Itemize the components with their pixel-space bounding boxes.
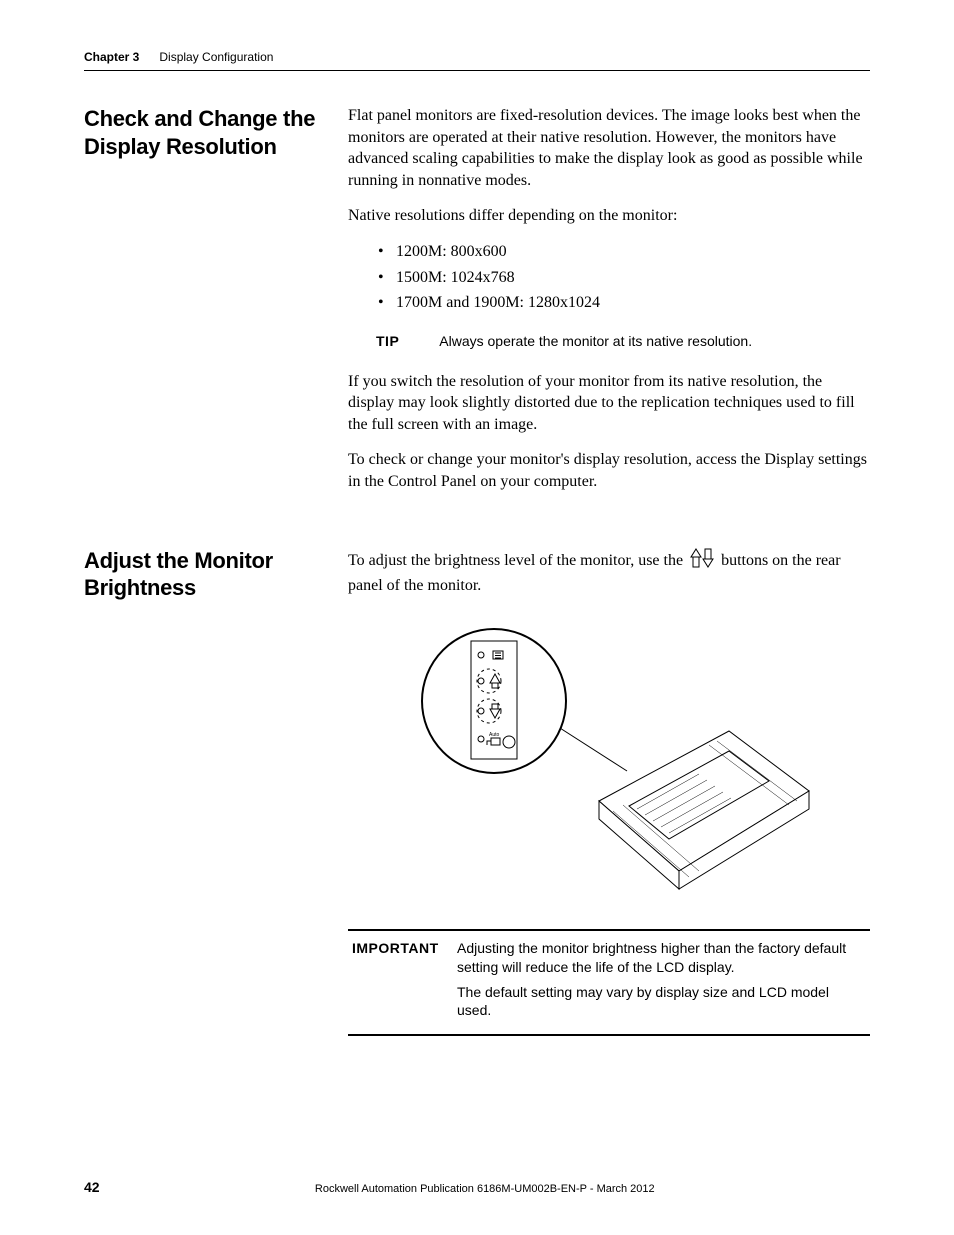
paragraph: To check or change your monitor's displa… — [348, 449, 870, 492]
paragraph: Native resolutions differ depending on t… — [348, 205, 870, 227]
list-item: 1200M: 800x600 — [378, 241, 870, 263]
important-label: IMPORTANT — [348, 930, 453, 1036]
tip-label: TIP — [376, 332, 399, 351]
paragraph: The default setting may vary by display … — [457, 983, 866, 1021]
paragraph: If you switch the resolution of your mon… — [348, 371, 870, 436]
chapter-number: Chapter 3 — [84, 50, 139, 64]
section-heading-col: Check and Change the Display Resolution — [84, 105, 318, 507]
important-callout: IMPORTANT Adjusting the monitor brightne… — [348, 929, 870, 1037]
up-down-arrow-icons — [687, 547, 717, 576]
section-body: To adjust the brightness level of the mo… — [348, 547, 870, 1037]
page-number: 42 — [84, 1179, 100, 1195]
running-header: Chapter 3 Display Configuration — [84, 50, 870, 71]
publication-line: Rockwell Automation Publication 6186M-UM… — [100, 1183, 870, 1195]
paragraph: To adjust the brightness level of the mo… — [348, 547, 870, 597]
tip-text: Always operate the monitor at its native… — [439, 332, 752, 351]
section-heading-col: Adjust the Monitor Brightness — [84, 547, 318, 1037]
section-heading: Adjust the Monitor Brightness — [84, 547, 318, 602]
section-resolution: Check and Change the Display Resolution … — [84, 105, 870, 507]
svg-text:Auto: Auto — [489, 732, 500, 738]
section-brightness: Adjust the Monitor Brightness To adjust … — [84, 547, 870, 1037]
text-span: To adjust the brightness level of the mo… — [348, 552, 687, 569]
section-heading: Check and Change the Display Resolution — [84, 105, 318, 160]
tip-callout: TIP Always operate the monitor at its na… — [376, 332, 870, 351]
section-body: Flat panel monitors are fixed-resolution… — [348, 105, 870, 507]
page-footer: 42 Rockwell Automation Publication 6186M… — [84, 1179, 870, 1195]
page: Chapter 3 Display Configuration Check an… — [0, 0, 954, 1235]
resolution-list: 1200M: 800x600 1500M: 1024x768 1700M and… — [378, 241, 870, 314]
list-item: 1700M and 1900M: 1280x1024 — [378, 292, 870, 314]
list-item: 1500M: 1024x768 — [378, 267, 870, 289]
chapter-title: Display Configuration — [159, 50, 273, 64]
figure-svg: Auto — [399, 611, 819, 911]
important-text: Adjusting the monitor brightness higher … — [453, 930, 870, 1036]
paragraph: Flat panel monitors are fixed-resolution… — [348, 105, 870, 191]
paragraph: Adjusting the monitor brightness higher … — [457, 939, 866, 977]
monitor-rear-figure: Auto — [348, 611, 870, 911]
